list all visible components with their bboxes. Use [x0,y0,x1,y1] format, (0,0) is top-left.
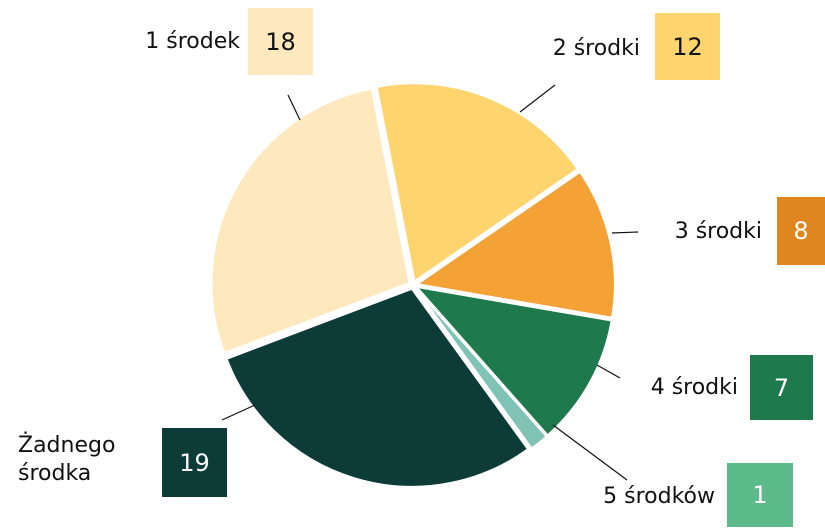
value-label: 7 [750,355,813,420]
value-label: 8 [777,197,825,265]
pie-slice [375,82,580,283]
leader-line [552,424,628,481]
slice-label: Żadnego środka [18,433,116,486]
value-label: 18 [248,8,313,75]
value-label: 19 [162,428,227,497]
leader-line [596,364,621,379]
leader-line [519,84,556,113]
pie-slice [414,287,549,450]
pie-slice [414,170,616,319]
slice-label: 2 środki [552,36,640,61]
leader-line [221,404,256,421]
pie-slice [225,287,530,488]
value-label: 1 [727,463,793,527]
pie-slice [413,285,613,437]
slice-label: 3 środki [674,219,762,244]
value-label: 12 [655,13,720,80]
slice-label: 4 środki [650,375,738,400]
leader-line [287,94,301,121]
slice-label: 5 środków [603,484,715,509]
slice-label: 1 środek [145,29,240,54]
pie-slice [210,87,411,355]
leader-line [611,231,639,234]
